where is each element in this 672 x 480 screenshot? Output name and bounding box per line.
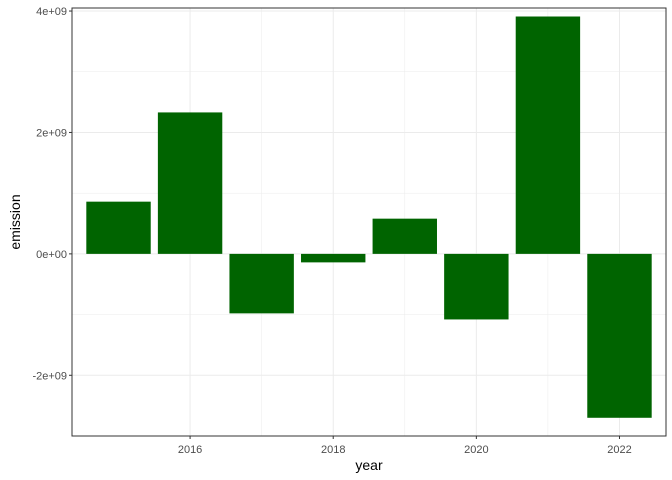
x-tick-label: 2018 (321, 444, 345, 456)
x-tick-label: 2020 (464, 444, 488, 456)
panel-border (71, 7, 667, 437)
bar-2017 (229, 253, 294, 314)
bar-2018 (301, 253, 366, 263)
x-tick-label: 2022 (607, 444, 631, 456)
y-tick-label: -2e+09 (32, 370, 67, 382)
bar-2022 (587, 253, 652, 418)
x-axis-title: year (355, 457, 383, 473)
bar-2021 (515, 16, 581, 254)
y-axis: -2e+09 0e+00 2e+09 4e+09 (32, 6, 72, 382)
bars (86, 16, 652, 418)
x-axis: 2016 2018 2020 2022 (178, 436, 632, 456)
y-tick-label: 2e+09 (36, 127, 67, 139)
y-axis-title: emission (7, 194, 23, 249)
bar-2015 (86, 201, 151, 254)
x-tick-label: 2016 (178, 444, 202, 456)
bar-2019 (372, 218, 437, 254)
y-tick-label: 0e+00 (36, 249, 67, 261)
bar-2016 (157, 112, 223, 254)
y-tick-label: 4e+09 (36, 6, 67, 18)
bar-2020 (444, 253, 509, 320)
